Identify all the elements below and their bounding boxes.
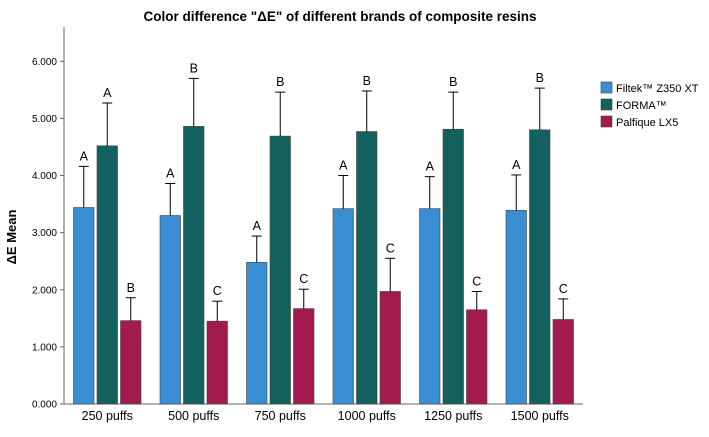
bar <box>206 320 228 405</box>
bar <box>552 319 574 405</box>
significance-letter: B <box>536 71 544 85</box>
y-axis-label: ΔE Mean <box>4 210 19 265</box>
bar <box>332 208 354 405</box>
significance-letter: B <box>276 75 284 89</box>
bar <box>505 210 527 405</box>
significance-letter: A <box>80 149 89 163</box>
bar <box>96 145 118 405</box>
significance-letter: A <box>166 167 175 181</box>
bar <box>442 128 464 405</box>
y-tick-label: 1.000 <box>32 342 57 353</box>
x-tick-label: 1500 puffs <box>511 409 569 423</box>
legend: Filtek™ Z350 XT FORMA™ Palfique LX5 <box>600 81 699 129</box>
significance-letter: A <box>426 160 435 174</box>
legend-label: Palfique LX5 <box>616 117 678 129</box>
bar <box>120 320 142 405</box>
y-tick-label: 6.000 <box>32 57 57 68</box>
bar <box>246 262 268 405</box>
y-tick-label: 0.000 <box>32 400 57 411</box>
significance-letter: C <box>213 284 222 298</box>
y-tick-label: 2.000 <box>32 285 57 296</box>
significance-letter: C <box>386 241 395 255</box>
x-tick-label: 250 puffs <box>82 409 133 423</box>
significance-letter: B <box>127 281 135 295</box>
chart-title: Color difference "ΔE" of different brand… <box>143 9 536 24</box>
legend-swatch <box>600 115 613 128</box>
legend-label: FORMA™ <box>616 100 667 112</box>
significance-letter: C <box>299 272 308 286</box>
y-tick-label: 4.000 <box>32 171 57 182</box>
significance-letter: C <box>559 282 568 296</box>
y-tick-label: 5.000 <box>32 114 57 125</box>
x-tick-label: 1000 puffs <box>338 409 396 423</box>
legend-swatch <box>600 81 613 94</box>
legend-swatch <box>600 98 613 111</box>
bar <box>379 291 401 405</box>
significance-letter: B <box>363 74 371 88</box>
bar <box>466 309 488 405</box>
significance-letter: A <box>512 158 521 172</box>
bar <box>293 308 315 405</box>
y-tick-label: 3.000 <box>32 228 57 239</box>
bar <box>183 126 205 405</box>
significance-letter: B <box>190 61 198 75</box>
x-tick-label: 750 puffs <box>255 409 306 423</box>
significance-letter: A <box>103 86 112 100</box>
significance-letter: A <box>339 159 348 173</box>
bars: A A B A B C A B C A B C A B C A B C <box>73 61 574 405</box>
x-tick-label: 500 puffs <box>168 409 219 423</box>
bar <box>529 129 551 405</box>
bar <box>73 207 95 405</box>
bar <box>356 131 378 405</box>
x-tick-label: 1250 puffs <box>424 409 482 423</box>
bar <box>159 215 181 405</box>
bar <box>419 208 441 405</box>
significance-letter: A <box>253 219 262 233</box>
legend-label: Filtek™ Z350 XT <box>616 83 699 95</box>
significance-letter: B <box>449 75 457 89</box>
axes: 0.000 1.000 2.000 3.000 4.000 5.000 6.000 250 p… <box>32 27 583 423</box>
bar <box>269 135 291 405</box>
significance-letter: C <box>472 274 481 288</box>
